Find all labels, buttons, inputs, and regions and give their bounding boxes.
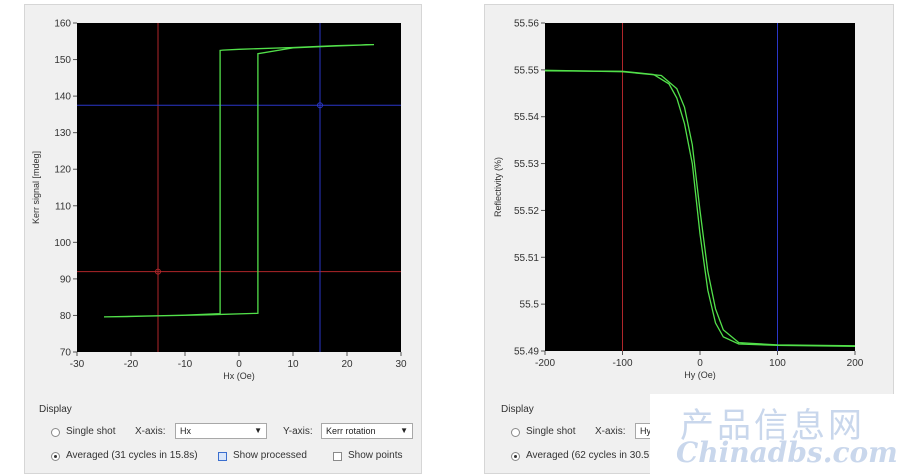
x-axis-label: X-axis: [135,426,166,437]
show-processed-checkbox[interactable] [218,452,227,461]
y-axis-select[interactable]: Kerr rotation ▼ [321,423,413,439]
averaged-radio[interactable] [51,452,60,461]
dropdown-arrow-icon: ▼ [254,426,262,435]
dropdown-arrow-icon: ▼ [400,426,408,435]
kerr-y-tick-label: 100 [54,238,71,249]
kerr-y-tick-label: 120 [54,165,71,176]
kerr-x-tick-label: -30 [70,359,85,370]
x-axis-select-value: Hy [640,426,651,436]
single-shot-label: Single shot [526,426,576,437]
watermark-background [650,394,900,475]
reflectivity-x-tick-label: -100 [612,358,632,369]
reflectivity-y-tick-label: 55.52 [514,206,539,217]
single-shot-radio[interactable] [51,428,60,437]
kerr-x-axis-label: Hx (Oe) [223,371,255,381]
kerr-cursor-marker[interactable] [155,268,161,275]
kerr-y-tick-label: 150 [54,55,71,66]
kerr-y-tick-label: 110 [55,201,71,212]
show-points-label: Show points [348,450,403,461]
show-processed-label: Show processed [233,450,307,461]
kerr-x-tick-label: -20 [124,359,139,370]
reflectivity-chart[interactable]: -200 -100 0 100 200 55.56 55.55 55.54 55.53 55.52… [485,5,893,405]
kerr-x-tick-label: 20 [341,359,353,370]
single-shot-label: Single shot [66,426,116,437]
reflectivity-y-tick-label: 55.5 [520,300,540,311]
kerr-y-tick-label: 80 [60,311,72,322]
kerr-y-tick-label: 140 [54,92,71,103]
kerr-x-tick-label: 10 [287,359,299,370]
watermark-site-text: Chinadbs.com [676,436,898,469]
kerr-cursor-marker[interactable] [317,102,323,109]
kerr-data-series-1 [103,43,375,318]
reflectivity-x-tick-label: -200 [535,358,555,369]
averaged-label: Averaged (31 cycles in 15.8s) [66,450,198,461]
reflectivity-x-tick-label: 0 [697,358,703,369]
kerr-x-tick-label: 30 [395,359,407,370]
kerr-plot-area[interactable] [77,23,401,352]
kerr-x-tick-label: 0 [236,359,242,370]
reflectivity-y-axis-label: Reflectivity (%) [493,157,503,217]
reflectivity-y-tick-label: 55.53 [514,159,539,170]
y-axis-select-value: Kerr rotation [326,426,376,436]
kerr-y-tick-label: 130 [54,128,71,139]
display-group-title: Display [501,404,534,415]
reflectivity-data-series-2 [544,69,856,347]
reflectivity-y-tick-label: 55.51 [514,253,539,264]
averaged-label: Averaged (62 cycles in 30.5 [526,450,650,461]
kerr-hysteresis-chart[interactable]: -30 -20 -10 0 10 20 30 160 150 140 130 120 110 100 90 8… [25,5,421,405]
reflectivity-y-tick-label: 55.56 [514,19,539,30]
reflectivity-data-series-1 [544,70,856,347]
display-group-title: Display [39,404,72,415]
watermark-chinese-text: 产品信息网 [680,406,865,446]
reflectivity-y-tick-label: 55.54 [514,112,539,123]
show-points-checkbox[interactable] [333,452,342,461]
x-axis-label: X-axis: [595,426,626,437]
kerr-y-tick-label: 70 [60,348,72,359]
averaged-radio[interactable] [511,452,520,461]
left-plot-panel: -30 -20 -10 0 10 20 30 160 150 140 130 120 110 100 90 8… [24,4,422,474]
reflectivity-y-tick-label: 55.49 [514,347,539,358]
x-axis-select-value: Hx [180,426,191,436]
reflectivity-x-tick-label: 100 [769,358,786,369]
kerr-y-axis-label: Kerr signal [mdeg] [31,151,41,224]
reflectivity-plot-area[interactable] [545,23,855,351]
x-axis-select[interactable]: Hx ▼ [175,423,267,439]
reflectivity-x-axis-label: Hy (Oe) [684,370,716,380]
y-axis-label: Y-axis: [283,426,313,437]
reflectivity-x-tick-label: 200 [847,358,864,369]
single-shot-radio[interactable] [511,428,520,437]
kerr-y-tick-label: 160 [54,19,71,30]
kerr-y-tick-label: 90 [60,274,72,285]
reflectivity-y-tick-label: 55.55 [514,65,539,76]
kerr-x-tick-label: -10 [178,359,193,370]
